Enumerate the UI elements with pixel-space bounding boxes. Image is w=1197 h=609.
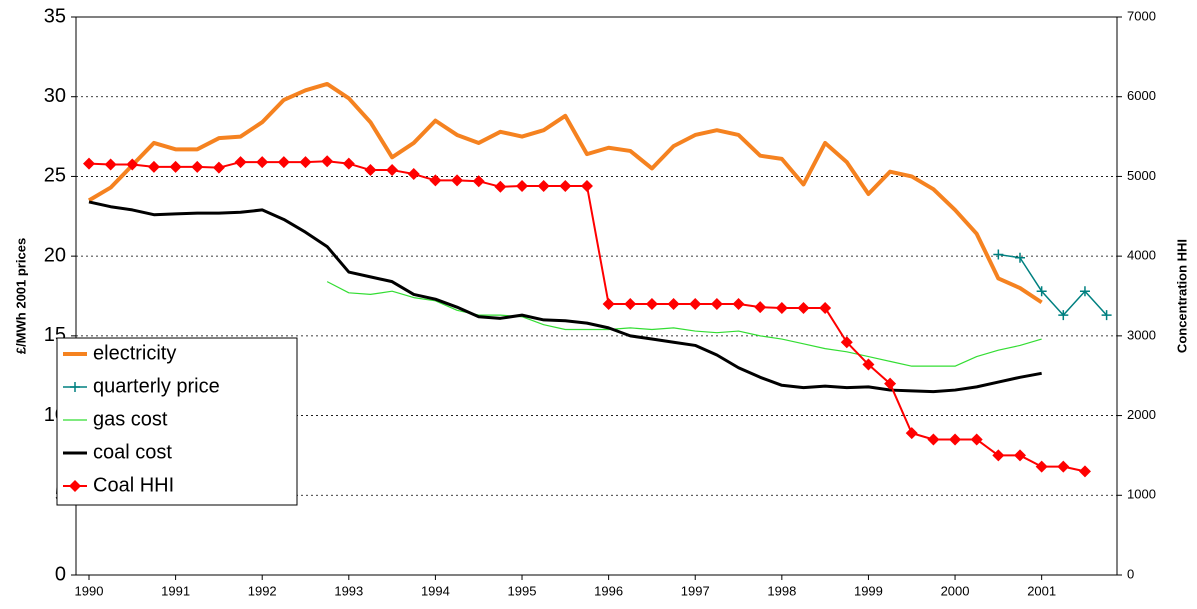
- y2-tick-label: 5000: [1127, 168, 1156, 183]
- marker: [580, 179, 593, 192]
- marker: [516, 179, 529, 192]
- marker: [364, 164, 377, 177]
- marker: [862, 358, 875, 371]
- marker: [386, 164, 399, 177]
- x-tick-label: 1996: [594, 583, 623, 598]
- y-tick-label: 35: [44, 5, 66, 27]
- marker: [797, 301, 810, 314]
- marker: [126, 158, 139, 171]
- y-tick-label: 30: [44, 85, 66, 107]
- marker: [970, 433, 983, 446]
- marker: [321, 155, 334, 168]
- marker: [494, 180, 507, 193]
- x-tick-label: 2000: [941, 583, 970, 598]
- marker: [645, 297, 658, 310]
- marker: [905, 427, 918, 440]
- y-axis-label: £/MWh 2001 prices: [13, 238, 28, 354]
- marker: [429, 174, 442, 187]
- legend-marker: [70, 382, 80, 392]
- legend: electricity quarterly price gas cost coal c…: [56, 337, 298, 506]
- marker: [840, 336, 853, 349]
- marker: [1015, 252, 1025, 263]
- marker: [1057, 460, 1070, 473]
- marker: [949, 433, 962, 446]
- marker: [884, 377, 897, 390]
- marker: [451, 174, 464, 187]
- y2-tick-label: 4000: [1127, 248, 1156, 263]
- legend-label: electricity: [93, 342, 176, 364]
- marker: [689, 297, 702, 310]
- marker: [104, 158, 117, 171]
- marker: [1035, 460, 1048, 473]
- marker: [1058, 310, 1069, 321]
- marker: [992, 449, 1005, 462]
- x-tick-label: 1995: [508, 583, 537, 598]
- y2-axis-label: Concentration HHI: [1174, 239, 1189, 353]
- y2-tick-label: 3000: [1127, 327, 1156, 342]
- marker: [710, 297, 723, 310]
- series-line: [87, 81, 1043, 305]
- marker: [927, 433, 940, 446]
- x-tick-label: 1997: [681, 583, 710, 598]
- marker: [1078, 465, 1091, 478]
- marker: [754, 301, 767, 314]
- x-tick-label: 1998: [767, 583, 796, 598]
- legend-label: quarterly price: [93, 375, 220, 397]
- y-tick-label: 25: [44, 165, 66, 187]
- x-tick-label: 2001: [1027, 583, 1056, 598]
- x-tick-label: 1999: [854, 583, 883, 598]
- marker: [277, 156, 290, 169]
- x-tick-label: 1994: [421, 583, 450, 598]
- marker: [1014, 449, 1027, 462]
- legend-label: gas cost: [93, 408, 168, 430]
- series-line: [326, 281, 1042, 367]
- marker: [602, 297, 615, 310]
- marker: [256, 156, 269, 169]
- marker: [819, 301, 832, 314]
- y2-tick-label: 7000: [1127, 8, 1156, 23]
- legend-box: [56, 337, 298, 506]
- series-line: [88, 200, 1042, 394]
- x-tick-label: 1993: [334, 583, 363, 598]
- marker: [1079, 286, 1090, 297]
- marker: [775, 301, 788, 314]
- x-tick-label: 1991: [161, 583, 190, 598]
- x-tick-label: 1990: [75, 583, 104, 598]
- marker: [624, 297, 637, 310]
- marker: [537, 179, 550, 192]
- y2-tick-label: 0: [1127, 566, 1134, 581]
- marker: [169, 160, 182, 173]
- marker: [407, 168, 420, 181]
- marker: [212, 161, 225, 174]
- y2-tick-label: 6000: [1127, 88, 1156, 103]
- marker: [559, 179, 572, 192]
- marker: [1101, 310, 1112, 321]
- marker: [342, 157, 355, 170]
- marker: [732, 297, 745, 310]
- legend-marker: [69, 480, 81, 492]
- marker: [1036, 286, 1047, 297]
- marker: [472, 175, 485, 188]
- marker: [667, 297, 680, 310]
- legend-label: Coal HHI: [93, 474, 174, 496]
- marker: [993, 249, 1004, 260]
- marker: [234, 156, 247, 169]
- plot-frame: [75, 16, 1118, 576]
- y2-tick-label: 2000: [1127, 407, 1156, 422]
- y-tick-label: 0: [55, 563, 66, 585]
- marker: [147, 160, 160, 173]
- y-tick-label: 20: [44, 244, 66, 266]
- marker: [299, 156, 312, 169]
- marker: [191, 160, 204, 173]
- x-tick-label: 1992: [248, 583, 277, 598]
- legend-label: coal cost: [93, 441, 172, 463]
- marker: [82, 157, 95, 170]
- y2-tick-label: 1000: [1127, 487, 1156, 502]
